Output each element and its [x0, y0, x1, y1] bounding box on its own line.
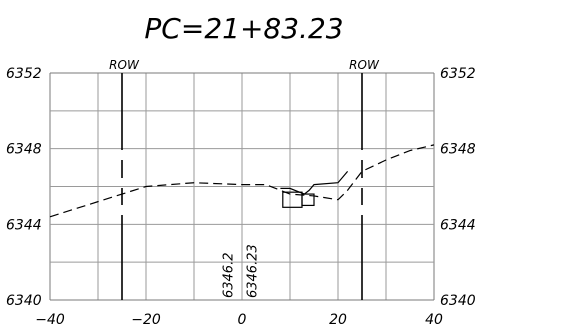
annotations: 6346.2 6346.23	[221, 244, 260, 298]
structure-box	[301, 193, 315, 207]
elevation-annotation: 6346.2	[221, 253, 236, 299]
x-tick-label: 20	[329, 312, 347, 328]
y-tick-label-left: 6348	[6, 142, 42, 158]
row-label: ROW	[109, 58, 140, 72]
x-tick-label: 40	[425, 312, 443, 328]
y-tick-label-right: 6344	[440, 217, 476, 233]
elevation-annotation: 6346.23	[245, 244, 260, 298]
proposed-line	[280, 170, 349, 195]
y-tick-label-left: 6344	[6, 217, 42, 233]
x-tick-label: −40	[35, 312, 65, 328]
y-tick-label-left: 6352	[6, 66, 42, 82]
chart-title: PC=21+83.23	[144, 12, 343, 45]
y-tick-label-right: 6352	[440, 66, 476, 82]
y-tick-label-right: 6340	[440, 293, 476, 309]
y-tick-label-right: 6348	[440, 142, 476, 158]
x-tick-label: 0	[238, 312, 247, 328]
row-lines: ROW ROW	[109, 58, 380, 300]
grid	[49, 72, 435, 301]
x-tick-label: −20	[131, 312, 161, 328]
row-label: ROW	[349, 58, 380, 72]
y-tick-label-left: 6340	[6, 293, 42, 309]
structures	[282, 191, 315, 208]
tick-labels: −40 −20 0 20 40 6340 6340 6344 6344 6348 6348 6352 6…	[6, 66, 476, 328]
